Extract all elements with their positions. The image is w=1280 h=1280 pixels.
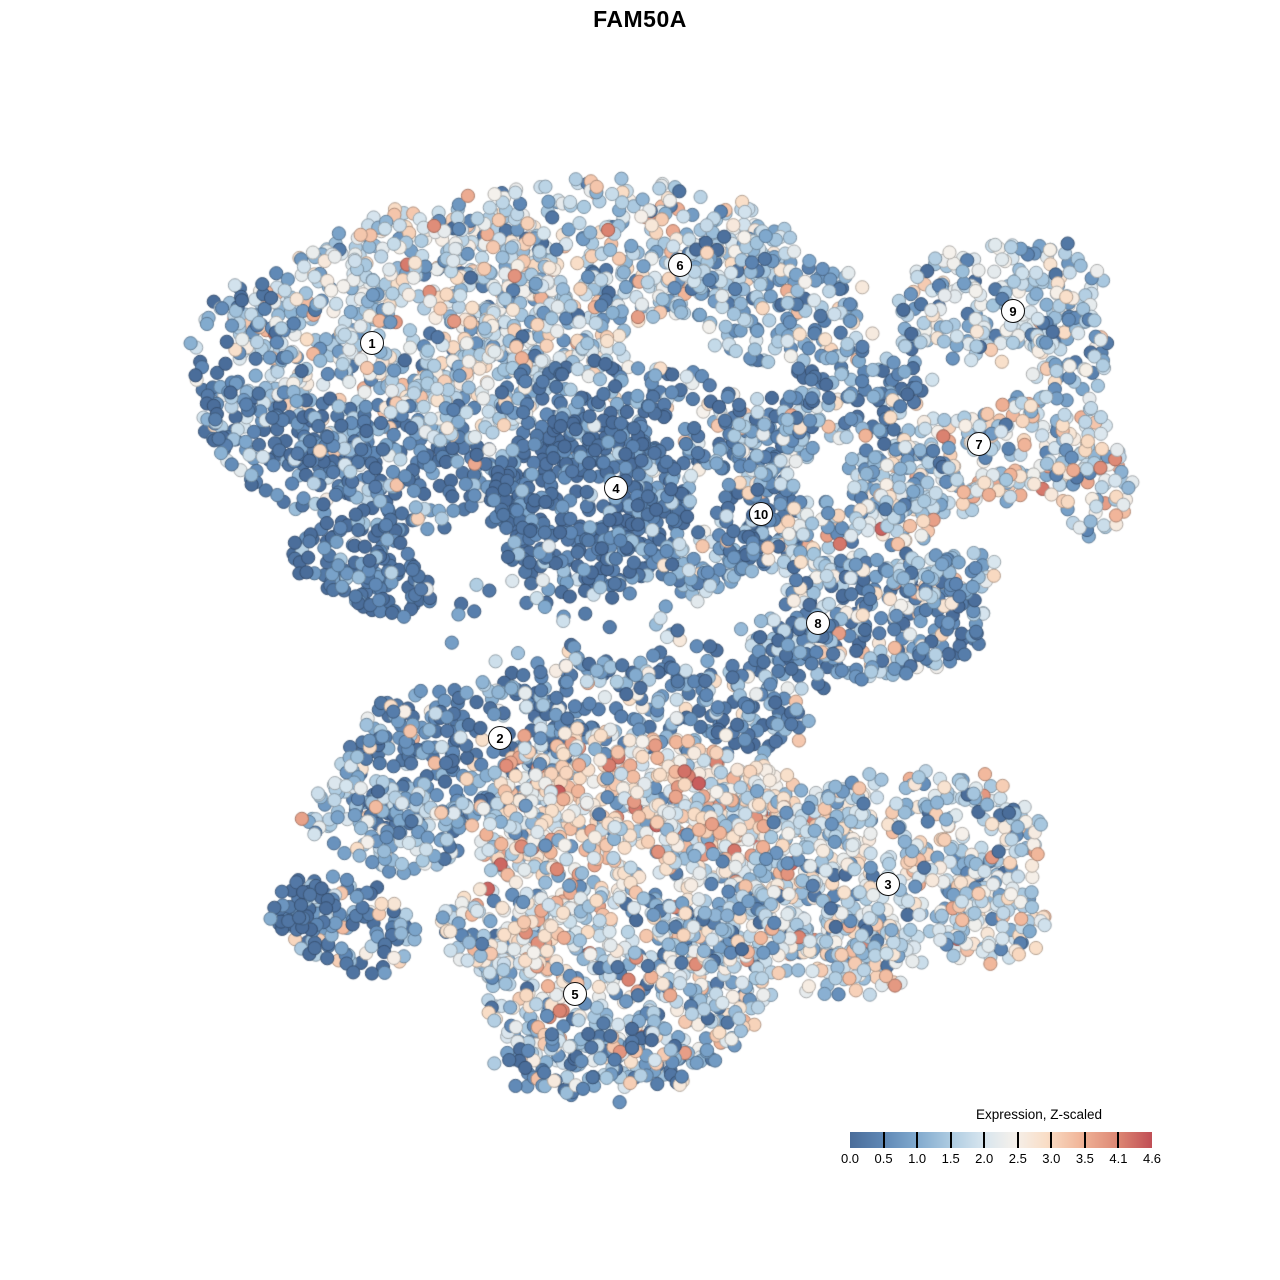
legend-tick-label: 1.0 [908, 1151, 927, 1166]
legend-tick-mark [1117, 1132, 1120, 1148]
legend-tick-label: 0.5 [874, 1151, 893, 1166]
legend-tick-label: 1.5 [941, 1151, 960, 1166]
legend-tick-label: 3.5 [1075, 1151, 1094, 1166]
legend-tick-mark [983, 1132, 986, 1148]
legend-tick-mark [1050, 1132, 1053, 1148]
legend-tick-mark [916, 1132, 919, 1148]
legend-tick-mark [949, 1132, 952, 1148]
legend-tick-mark [1083, 1132, 1086, 1148]
legend-title: Expression, Z-scaled [976, 1107, 1103, 1122]
legend-colorbar [850, 1132, 1152, 1148]
legend-tick-label: 0.0 [840, 1151, 860, 1166]
legend-tick-label: 4.6 [1142, 1151, 1162, 1166]
legend-tick-label: 2.0 [975, 1151, 994, 1166]
legend-tick-mark [1016, 1132, 1019, 1148]
legend-tick-label: 2.5 [1008, 1151, 1027, 1166]
legend-tick-label: 3.0 [1042, 1151, 1061, 1166]
legend-tick-label: 4.1 [1109, 1151, 1128, 1166]
legend-tick-mark [882, 1132, 885, 1148]
